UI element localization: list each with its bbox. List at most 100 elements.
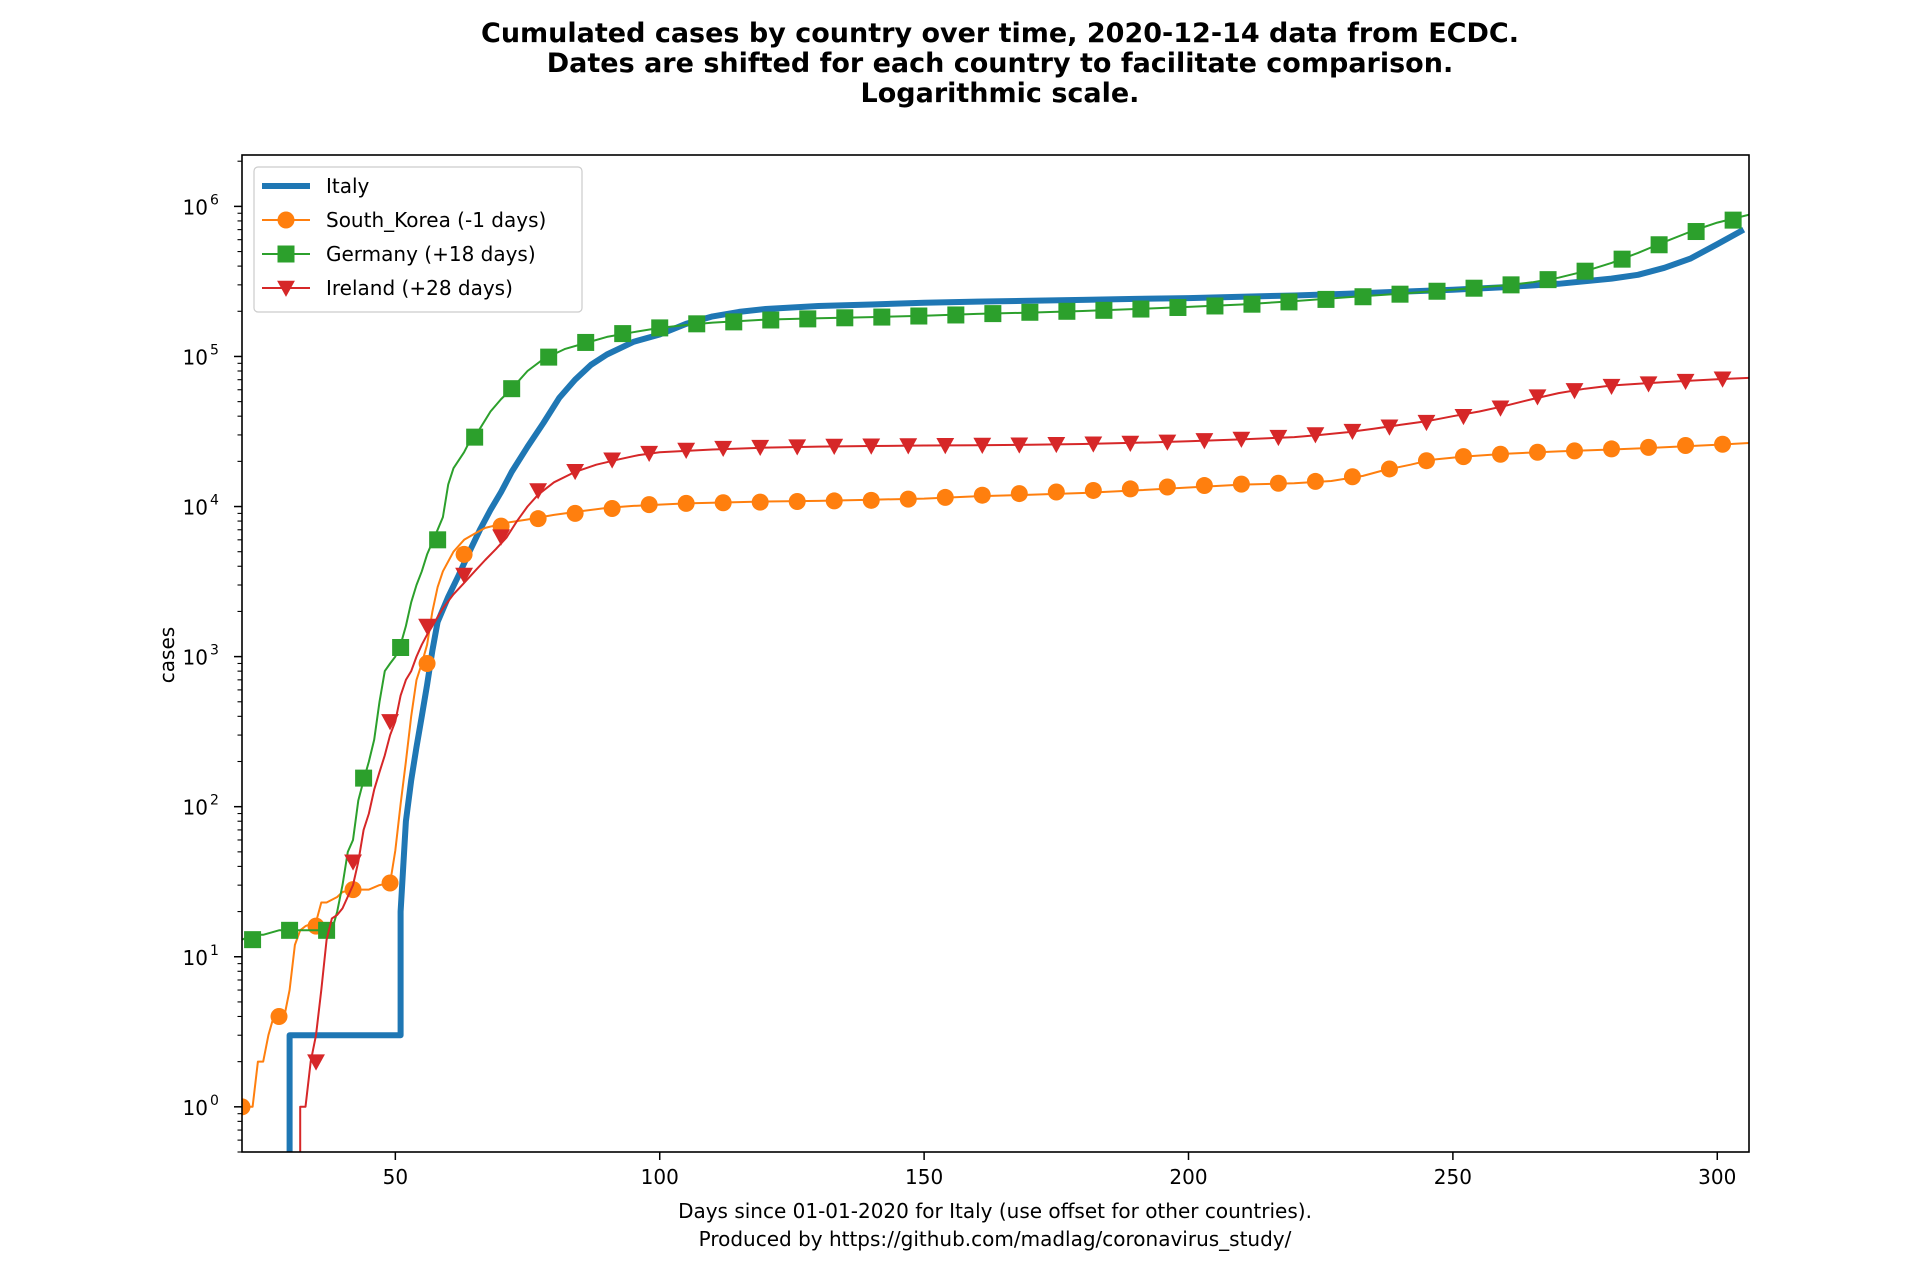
series-2-point-5 (429, 531, 447, 549)
series-2-point-39 (1687, 223, 1705, 241)
y-tick-label-1: 10 (183, 946, 208, 970)
series-3-point-9 (640, 445, 659, 463)
series-2-point-6 (466, 428, 484, 446)
series-1-point-1 (270, 1007, 288, 1025)
series-1-point-17 (862, 491, 880, 509)
series-3-point-34 (1565, 383, 1584, 400)
x-axis-label-line-1: Days since 01-01-2020 for Italy (use off… (678, 1199, 1312, 1223)
series-1-point-30 (1343, 468, 1361, 486)
chart-title: Cumulated cases by country over time, 20… (481, 18, 1519, 109)
series-line-1 (242, 442, 1749, 1108)
series-2-point-35 (1539, 271, 1557, 289)
legend-label-2: Germany (+18 days) (326, 242, 536, 266)
series-1-point-13 (714, 494, 732, 512)
series-1-point-24 (1121, 480, 1139, 498)
series-2-point-12 (688, 315, 706, 333)
series-2-point-20 (984, 305, 1002, 323)
series-1-point-15 (788, 493, 806, 511)
series-2-point-31 (1391, 285, 1409, 303)
series-2-point-21 (1021, 303, 1039, 321)
series-1-point-11 (640, 496, 658, 514)
legend: Italy South_Korea (-1 days) Germany (+18 d… (253, 166, 583, 313)
series-1-point-25 (1158, 478, 1176, 496)
series-1-point-23 (1084, 481, 1102, 499)
title-line-3: Logarithmic scale. (861, 78, 1140, 109)
y-tick-label-2: 10 (183, 796, 208, 820)
x-tick-label-1: 100 (641, 1165, 679, 1189)
series-1-point-37 (1603, 440, 1621, 458)
series-3-point-6 (529, 483, 548, 500)
series-2-point-3 (355, 769, 373, 787)
series-2-point-34 (1502, 276, 1520, 294)
series-3-point-7 (566, 463, 585, 481)
series-2-point-15 (799, 310, 817, 328)
series-1-point-35 (1528, 443, 1546, 461)
series-2-point-4 (392, 638, 410, 656)
series-1-point-9 (566, 504, 584, 522)
series-3-point-13 (788, 439, 807, 456)
series-2-point-0 (244, 931, 262, 949)
y-tick-label-0: 10 (183, 1096, 208, 1120)
series-1-point-21 (1010, 485, 1028, 503)
series-3-point-5 (492, 529, 511, 546)
series-3-point-24 (1195, 433, 1214, 450)
series-1-point-39 (1677, 437, 1695, 455)
x-axis: 50 100 150 200 250 300 (383, 1152, 1736, 1189)
series-3-point-17 (936, 438, 955, 455)
series-2-point-17 (873, 308, 891, 326)
series-3-point-37 (1676, 373, 1695, 391)
series-2-point-18 (910, 307, 928, 325)
series-3-point-38 (1713, 371, 1732, 388)
series-1-point-32 (1417, 452, 1435, 470)
series-3-point-27 (1306, 427, 1325, 444)
series-1-point-19 (936, 488, 954, 506)
series-2-point-37 (1613, 250, 1631, 268)
series-layer (242, 211, 1749, 1152)
series-3-point-15 (862, 438, 881, 455)
series-2-point-30 (1354, 288, 1372, 306)
legend-label-1: South_Korea (-1 days) (326, 208, 546, 232)
series-2 (242, 211, 1749, 949)
series-0 (286, 226, 1746, 1152)
series-2-point-9 (577, 333, 595, 351)
series-3-point-26 (1269, 429, 1288, 447)
series-2-point-8 (540, 348, 558, 366)
series-3-point-10 (677, 442, 696, 459)
series-3-point-20 (1047, 437, 1066, 454)
series-3-point-16 (899, 438, 918, 455)
y-tick-exponent-1: 1 (210, 943, 219, 959)
series-2-point-29 (1317, 290, 1335, 308)
series-1-point-38 (1640, 438, 1658, 456)
series-2-point-33 (1465, 279, 1483, 297)
legend-label-0: Italy (326, 174, 370, 198)
y-tick-label-6: 10 (183, 195, 208, 219)
y-tick-exponent-3: 3 (210, 643, 219, 659)
series-3 (299, 371, 1749, 1152)
series-1-point-36 (1566, 442, 1584, 460)
series-2-point-27 (1243, 295, 1261, 313)
series-2-point-24 (1132, 300, 1150, 318)
series-3-point-31 (1454, 408, 1473, 426)
y-tick-label-3: 10 (183, 646, 208, 670)
series-3-point-11 (714, 440, 733, 458)
legend-marker-3 (277, 280, 295, 297)
y-tick-exponent-4: 4 (210, 493, 219, 509)
legend-marker-1 (277, 211, 295, 229)
title-line-1: Cumulated cases by country over time, 20… (481, 18, 1519, 49)
legend-marker-2 (277, 245, 295, 263)
series-2-point-40 (1724, 211, 1742, 229)
series-3-point-4 (455, 567, 474, 584)
y-axis-label: cases (155, 627, 179, 683)
y-tick-exponent-2: 2 (210, 793, 219, 809)
series-1-point-0 (242, 1098, 251, 1116)
series-1-point-18 (899, 490, 917, 508)
x-tick-label-3: 200 (1169, 1165, 1207, 1189)
series-2-point-22 (1058, 302, 1076, 320)
series-3-point-35 (1602, 378, 1621, 395)
series-3-point-12 (751, 439, 770, 456)
y-tick-label-5: 10 (183, 345, 208, 369)
legend-box (253, 166, 583, 313)
series-1-point-26 (1195, 477, 1213, 495)
series-2-point-25 (1169, 298, 1187, 316)
series-3-point-33 (1528, 389, 1547, 406)
